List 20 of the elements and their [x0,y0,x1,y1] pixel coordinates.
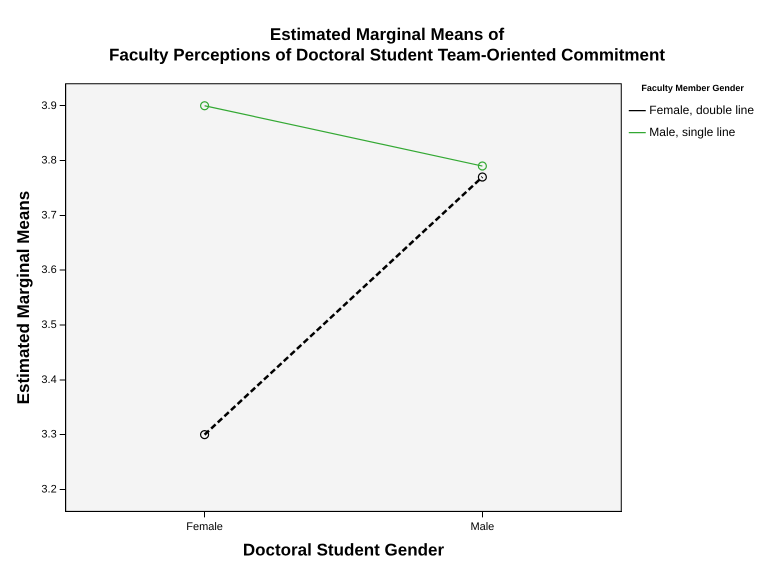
chart-title: Estimated Marginal Means of Faculty Perceptions of Doctoral Student Team-Oriented Commitment [108,24,666,64]
x-tick-label: Female [186,521,223,534]
point [478,161,487,171]
y-tick-label: 3.6 [41,264,57,276]
y-tick-label: 3.8 [41,154,57,167]
y-tick-label: 3.2 [41,484,57,496]
x-tick-label: Male [470,521,494,534]
y-tick-label: 3.9 [41,100,57,112]
y-axis-title: Estimated Marginal Means [14,190,33,404]
y-tick-label: 3.7 [41,209,57,222]
point [200,101,210,110]
y-tick-label: 3.4 [41,374,57,386]
legend-label: Female, double line [649,102,754,117]
legend-title: Faculty Member Gender [641,82,744,93]
point [478,172,487,182]
legend-label: Male, single line [649,124,736,139]
x-axis-title: Doctoral Student Gender [242,540,444,560]
y-tick-label: 3.3 [41,428,57,441]
point [200,430,210,440]
y-tick-label: 3.5 [41,319,57,332]
